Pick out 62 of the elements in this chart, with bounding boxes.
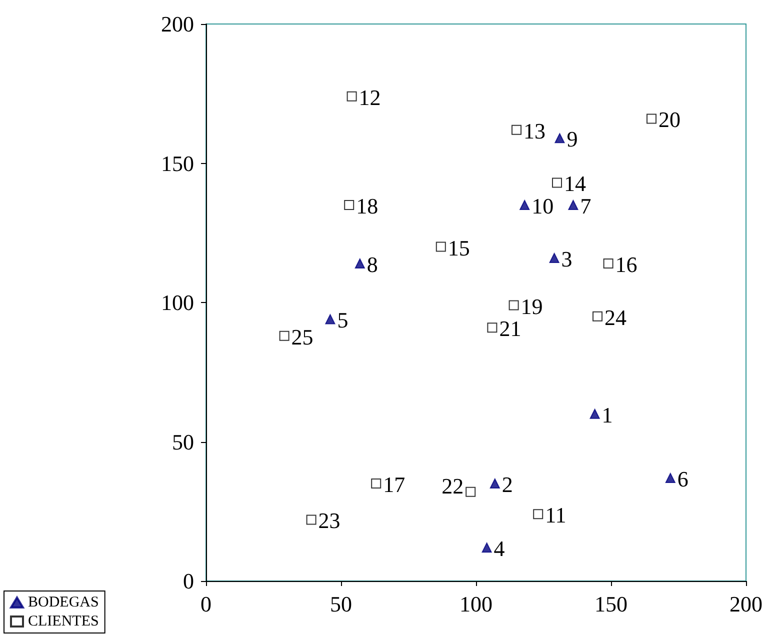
point [554, 133, 565, 144]
annotation: 22 [442, 473, 464, 498]
point [512, 124, 522, 135]
x-tick-label: 100 [460, 592, 492, 616]
annotation: 1 [602, 402, 613, 428]
annotation: 4 [494, 536, 505, 562]
annotation: 17 [383, 472, 406, 498]
annotation: 16 [615, 252, 638, 278]
point [279, 330, 290, 341]
point [520, 200, 530, 210]
annotation: 25 [291, 324, 314, 350]
annotation: 15 [448, 235, 470, 260]
point [344, 200, 354, 210]
annotation: 11 [545, 502, 566, 528]
y-tick-label: 200 [161, 12, 194, 36]
annotation: 9 [566, 126, 578, 152]
x-tick-label: 150 [594, 592, 628, 616]
point [487, 322, 498, 333]
point [533, 509, 544, 520]
legend-label: BODEGAS [28, 594, 99, 610]
point [592, 311, 602, 322]
x-tick-label: 200 [730, 592, 762, 616]
annotation: 18 [356, 194, 378, 219]
point [346, 91, 357, 102]
annotation: 19 [520, 294, 543, 319]
point [306, 514, 316, 525]
annotation: 12 [358, 84, 381, 110]
annotation: 10 [532, 194, 554, 219]
y-tick-label: 50 [172, 429, 194, 454]
point [549, 252, 560, 263]
point [466, 486, 476, 497]
annotation: 2 [502, 472, 513, 498]
y-tick-label: 100 [161, 290, 194, 315]
point [508, 300, 519, 310]
x-tick-label: 50 [330, 592, 352, 616]
annotation: 14 [564, 171, 586, 196]
point [552, 178, 562, 188]
point [590, 408, 600, 419]
annotation: 21 [499, 316, 522, 342]
point [603, 258, 614, 269]
point [568, 200, 578, 210]
x-tick-label: 0 [200, 592, 212, 616]
annotation: 23 [318, 508, 340, 534]
legend-label: CLIENTES [28, 614, 99, 630]
annotation: 24 [604, 304, 626, 330]
annotation: 20 [658, 107, 680, 132]
point [371, 478, 382, 489]
annotation: 7 [580, 194, 592, 219]
point [646, 114, 656, 124]
annotation: 5 [337, 308, 348, 333]
point [665, 472, 676, 483]
annotation: 13 [524, 118, 546, 144]
point [436, 242, 446, 252]
point [354, 258, 365, 269]
point [482, 542, 492, 553]
annotation: 3 [561, 246, 572, 272]
point [490, 478, 500, 489]
annotation: 8 [366, 252, 378, 278]
point [325, 314, 336, 324]
y-tick-label: 0 [183, 568, 194, 594]
annotation: 6 [677, 466, 688, 492]
y-tick-label: 150 [161, 150, 194, 176]
